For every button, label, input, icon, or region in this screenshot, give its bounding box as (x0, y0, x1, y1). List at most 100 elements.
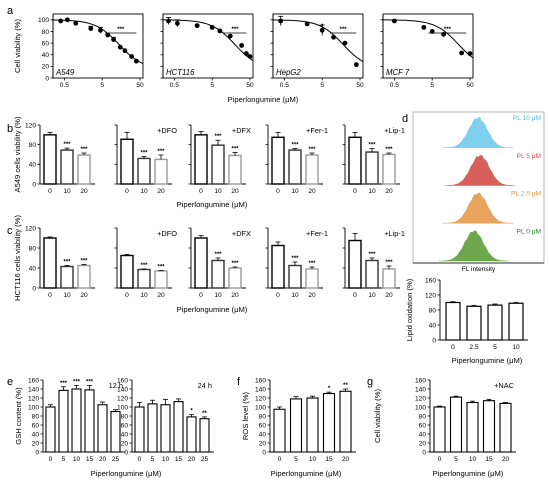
panel-b-group-3-x-tick-label: 20 (308, 188, 316, 195)
panel-b-group-3-sig-stars: *** (308, 147, 316, 153)
panel-e-group-0-y-tick-label: 60 (32, 422, 40, 429)
panel-a-2-data-point (278, 18, 284, 24)
panel-b-x-label: Piperlongumine (μM) (177, 200, 248, 209)
panel-g-x-tick-label: 10 (469, 456, 477, 463)
panel-e-group-0-sig-stars: *** (60, 381, 68, 387)
panel-b-group-1-condition-label: +DFO (157, 126, 177, 135)
panel-e-group-1-y-tick-label: 100 (117, 404, 128, 411)
panel-d2-x-tick-label: 10 (512, 344, 520, 351)
panel-e-group-1-y-tick-label: 140 (117, 386, 128, 393)
panel-a-0-data-point (122, 48, 128, 54)
panel-c-group-4-x-tick-label: 0 (353, 292, 357, 299)
panel-a-1-data-point (243, 51, 249, 56)
panel-b-group-3-condition-label: +Fer-1 (306, 126, 328, 135)
panel-d-series-label: PL 2.5 μM (511, 191, 541, 198)
panel-c-group-2-bar (194, 237, 208, 289)
panel-c-group-1-bar (137, 268, 151, 289)
panel-b-group-4-sig-stars: *** (385, 147, 393, 153)
panel-e-group-1-sig-stars: * (190, 409, 193, 415)
panel-f-y-tick-label: 120 (255, 395, 266, 402)
panel-g-y-tick-label: 100 (415, 404, 426, 411)
panel-b-group-4-x-tick-label: 0 (353, 188, 357, 195)
panel-b-group-0-bar (60, 149, 74, 185)
panel-f-x-label: Piperlongumine (μM) (271, 469, 342, 478)
panel-c-group-4-condition-label: +Lip-1 (384, 229, 405, 238)
panel-d-x-label: FL intensity (462, 266, 496, 273)
panel-b-group-4-bar (348, 136, 362, 185)
panel-a-2-x-tick-label: 50 (356, 82, 364, 89)
panel-f-y-tick-label: 140 (255, 386, 266, 393)
panel-g-bar (482, 400, 496, 453)
panel-a-2-x-tick-label: 0.5 (280, 82, 289, 89)
panel-a-0-data-point (58, 18, 64, 24)
panel-c-group-4-x-tick-label: 10 (368, 292, 376, 299)
panel-d2-bar (487, 304, 503, 341)
panel-b-group-0-bar (43, 134, 57, 185)
panel-e-group-0-sig-stars: *** (73, 379, 81, 385)
panel-b-group-4-x-tick-label: 10 (368, 188, 376, 195)
panel-e-x-label: Piperlongumine (μM) (91, 469, 162, 478)
panel-a-2-sig-stars: *** (340, 27, 348, 33)
panel-e-group-1-x-tick-label: 0 (138, 456, 142, 463)
panel-e-group-1-time-label: 24 h (198, 381, 212, 390)
panel-a-3-cell-line-label: MCF 7 (386, 68, 410, 77)
panel-d-histogram-2 (442, 192, 514, 224)
panel-f-y-label: ROS level (%) (241, 391, 250, 440)
panel-e-group-0-x-tick-label: 5 (62, 456, 66, 463)
panel-d2-y-tick-label: 160 (425, 277, 436, 284)
panel-b-group-0-sig-stars: *** (63, 142, 71, 148)
panel-f-bar (273, 408, 286, 453)
panel-d-histogram-1 (445, 154, 515, 186)
panel-g-x-tick-label: 5 (454, 456, 458, 463)
panel-a-x-label: Piperlongumine (μM) (228, 95, 299, 104)
panel-g-x-tick-label: 15 (485, 456, 493, 463)
panel-e-group-0-x-tick-label: 0 (49, 456, 53, 463)
panel-label-d: d (402, 113, 408, 125)
panel-b-group-0-sig-stars: *** (80, 147, 88, 153)
panel-g-y-tick-label: 40 (419, 431, 427, 438)
panel-d2-y-tick-label: 120 (425, 292, 436, 299)
panel-c-group-1-condition-label: +DFO (157, 229, 177, 238)
panel-a-1-x-tick-label: 5 (210, 82, 214, 89)
panel-a-1-cell-line-label: HCT116 (166, 68, 195, 77)
panel-a-0-data-point (105, 32, 111, 38)
panel-g-bar (433, 406, 446, 453)
panel-c-group-0-x-tick-label: 20 (80, 292, 88, 299)
panel-a-1-data-point (247, 54, 253, 59)
panel-b-group-4-sig-stars: *** (368, 143, 376, 149)
panel-e-group-1-bar (147, 403, 158, 453)
panel-g-x-tick-label: 0 (438, 456, 442, 463)
panel-f-bar (322, 392, 336, 453)
panel-a-0-data-point (73, 20, 79, 26)
panel-c-group-1-sig-stars: *** (157, 265, 165, 271)
panel-a-0-data-point (64, 17, 70, 23)
panel-e-group-1-x-tick-label: 25 (201, 456, 209, 463)
panel-e-group-0-bar (110, 410, 121, 453)
panel-b-group-1-bar (120, 138, 134, 185)
panel-b-group-0-y-tick-label: 80 (29, 142, 37, 149)
panel-c-group-2-x-tick-label: 10 (214, 292, 222, 299)
panel-b-group-2-x-tick-label: 10 (214, 188, 222, 195)
panel-d2-x-tick-label: 2.5 (469, 344, 478, 351)
panel-b-group-2-sig-stars: *** (214, 134, 222, 140)
panel-e-group-1-bar (199, 418, 210, 453)
panel-b-group-1-sig-stars: *** (140, 150, 148, 156)
panel-a-0-y-tick-label: 80 (42, 29, 50, 36)
panel-a-0-x-tick-label: 5 (100, 82, 104, 89)
panel-f-y-tick-label: 0 (262, 449, 266, 456)
panel-c-group-2-condition-label: +DFX (232, 229, 251, 238)
panel-g-bar (449, 396, 463, 453)
panel-g-treatment-label: +NAC (494, 381, 515, 390)
panel-d2-y-tick-label: 0 (432, 337, 436, 344)
panel-a-3-x-tick-label: 5 (430, 82, 434, 89)
panel-e-group-1-y-tick-label: 0 (124, 449, 128, 456)
panel-b-group-0-y-tick-label: 40 (29, 162, 37, 169)
panel-c-group-0-x-tick-label: 10 (63, 292, 71, 299)
panel-a-0-cell-line-label: A549 (55, 68, 75, 77)
panel-c-group-0-y-tick-label: 80 (29, 245, 37, 252)
panel-c-group-2-bar (228, 267, 242, 289)
panel-a-3-x-tick-label: 0.5 (390, 82, 399, 89)
panel-a-2-data-point (331, 34, 336, 40)
panel-c-group-0-sig-stars: *** (63, 260, 71, 266)
